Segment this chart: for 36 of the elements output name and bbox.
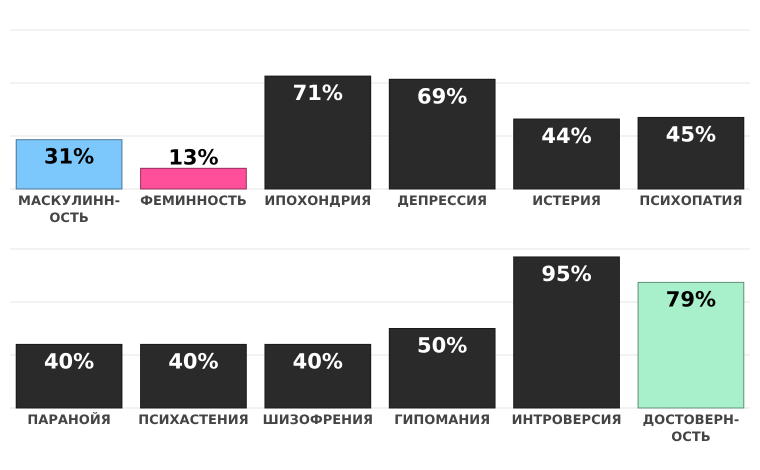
- bar: [513, 256, 620, 408]
- data-label: 69%: [417, 84, 468, 108]
- x-tick-label: ДЕПРЕССИЯ: [397, 194, 488, 209]
- x-tick-label: ГИПОМАНИЯ: [394, 413, 490, 428]
- x-tick-label: ШИЗОФРЕНИЯ: [262, 413, 373, 428]
- x-tick-label: ФЕМИННОСТЬ: [140, 194, 247, 209]
- x-tick-label: ИНТРОВЕРСИЯ: [512, 413, 622, 428]
- data-label: 44%: [541, 124, 592, 148]
- bar: [140, 168, 247, 190]
- data-label: 40%: [44, 349, 94, 374]
- x-tick-label: МАСКУЛИНН-ОСТЬ: [18, 194, 120, 226]
- data-label: 40%: [292, 349, 343, 374]
- data-label: 40%: [168, 349, 219, 374]
- bar: [513, 118, 620, 190]
- bar: [140, 344, 247, 408]
- data-label: 71%: [292, 81, 343, 106]
- bar: [638, 116, 744, 190]
- data-label: 50%: [417, 334, 468, 358]
- bar: [264, 344, 372, 408]
- x-tick-label: ДОСТОВЕРН-ОСТЬ: [642, 413, 740, 445]
- data-label: 79%: [666, 287, 716, 312]
- data-label: 31%: [44, 144, 94, 169]
- bar: [264, 76, 372, 190]
- x-tick-label: ПСИХАСТЕНИЯ: [138, 413, 249, 428]
- bar: [638, 282, 744, 408]
- x-tick-label: ИПОХОНДРИЯ: [264, 194, 372, 209]
- x-tick-label: ПСИХОПАТИЯ: [639, 194, 742, 209]
- x-tick-label: ИСТЕРИЯ: [532, 194, 601, 209]
- data-label: 95%: [541, 262, 592, 286]
- data-label: 45%: [666, 122, 716, 146]
- data-label: 13%: [168, 145, 219, 170]
- bar: [16, 139, 122, 190]
- bar: [16, 344, 122, 408]
- bar: [388, 78, 496, 190]
- bar: [388, 328, 496, 408]
- x-tick-label: ПАРАНОЙЯ: [27, 411, 111, 428]
